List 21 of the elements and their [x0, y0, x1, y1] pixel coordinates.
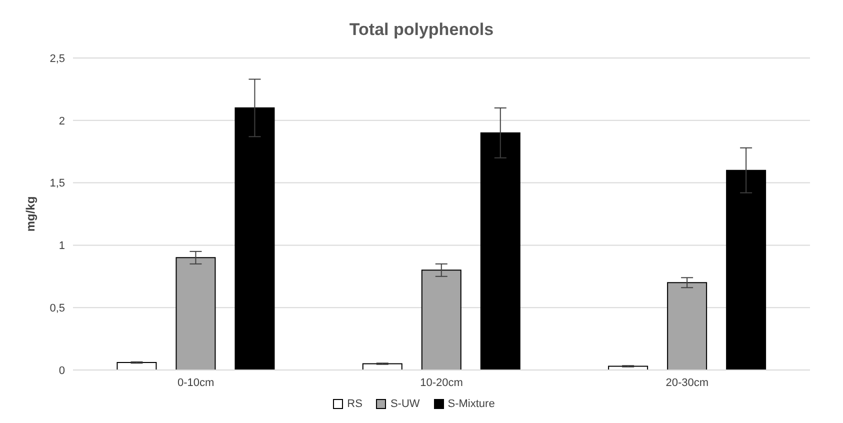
legend-label: S-UW [389, 398, 420, 410]
bar [176, 257, 216, 370]
y-axis-title: mg/kg [23, 196, 38, 232]
y-tick-label: 0,5 [50, 302, 65, 315]
y-tick-label: 2,5 [50, 52, 65, 65]
x-tick-label: 0-10cm [177, 376, 214, 389]
bar [726, 170, 766, 370]
bar [234, 107, 275, 370]
chart-title: Total polyphenols [348, 19, 495, 41]
y-tick-label: 2 [58, 115, 65, 128]
y-tick-label: 1 [58, 240, 65, 252]
legend-label: S-Mixture [446, 398, 495, 410]
y-tick-label: 0 [58, 364, 65, 377]
x-tick-label: 20-30cm [666, 376, 709, 389]
bar [116, 362, 157, 370]
legend-label: RS [346, 398, 362, 410]
bar [480, 132, 520, 370]
y-tick-label: 1,5 [50, 178, 65, 190]
bar [421, 270, 462, 370]
x-tick-label: 10-20cm [420, 376, 463, 389]
bar [667, 282, 708, 370]
